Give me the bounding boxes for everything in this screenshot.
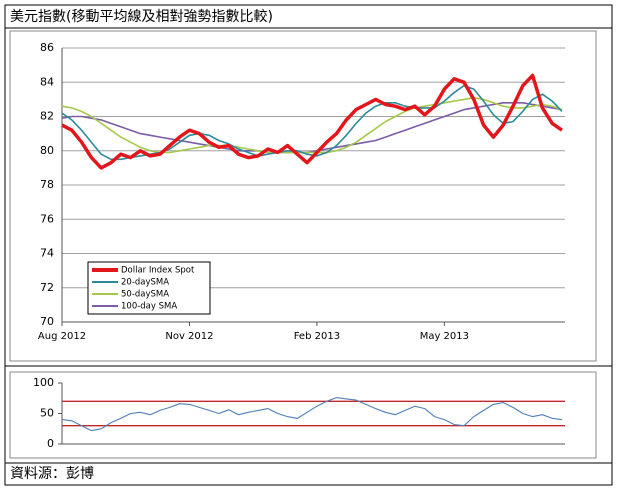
x-tick-label: Aug 2012 — [38, 331, 86, 342]
legend-label: 20-daySMA — [121, 278, 169, 288]
series-line — [61, 96, 563, 154]
series-line — [61, 397, 563, 432]
y-tick-label: 50 — [40, 407, 54, 420]
x-tick-label: May 2013 — [420, 331, 469, 342]
series-line — [61, 102, 563, 154]
y-tick-label: 0 — [47, 437, 54, 450]
chart-frame — [9, 371, 597, 459]
y-tick-label: 86 — [40, 41, 54, 54]
table-border — [4, 4, 613, 486]
source: 資料源：彭博 — [10, 465, 94, 482]
y-tick-label: 100 — [33, 376, 54, 389]
x-tick-label: Feb 2013 — [294, 331, 340, 342]
y-tick-label: 76 — [40, 212, 54, 225]
legend-label: 50-daySMA — [121, 290, 169, 300]
y-tick-label: 82 — [40, 110, 54, 123]
legend-label: 100-day SMA — [121, 302, 177, 312]
series-line — [61, 84, 563, 161]
y-tick-label: 80 — [40, 144, 54, 157]
y-tick-label: 74 — [40, 247, 54, 260]
doc-title: 美元指數(移動平均線及相對強勢指數比較) — [10, 9, 273, 25]
y-tick-label: 72 — [40, 281, 54, 294]
y-tick-label: 84 — [40, 75, 54, 88]
chart-frame — [9, 30, 597, 362]
y-tick-label: 70 — [40, 315, 54, 328]
series-line — [61, 73, 563, 170]
y-tick-label: 78 — [40, 178, 54, 191]
legend-label: Dollar Index Spot — [121, 266, 195, 276]
x-tick-label: Nov 2012 — [165, 331, 213, 342]
